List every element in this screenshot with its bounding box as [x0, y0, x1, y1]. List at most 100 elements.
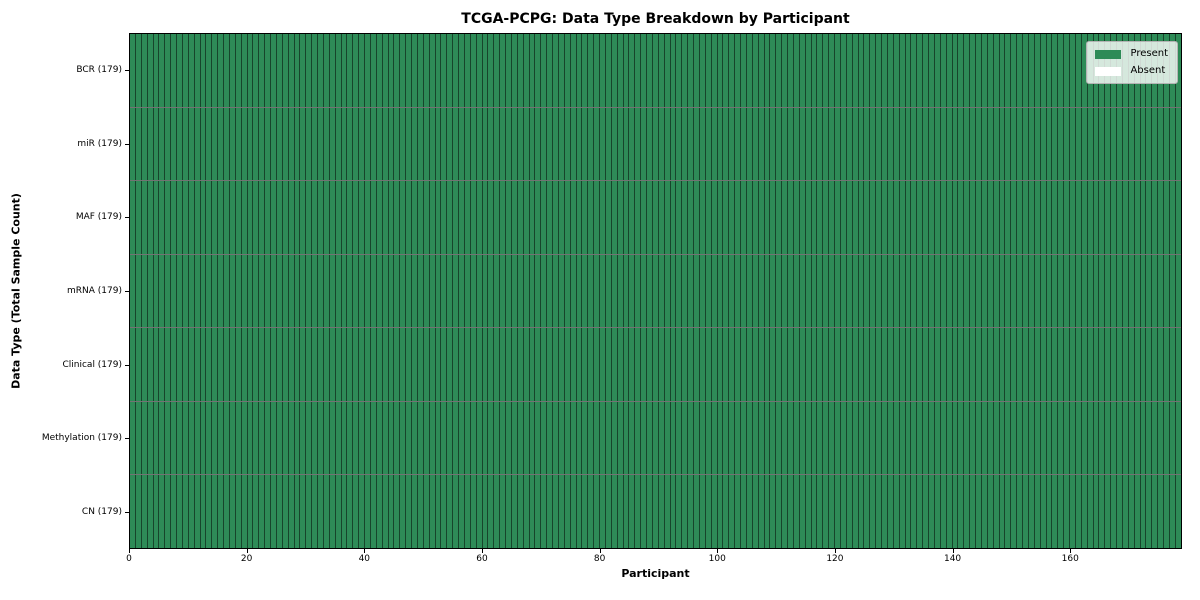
- heatmap-cell: [1010, 328, 1017, 401]
- heatmap-cell: [557, 328, 564, 401]
- heatmap-cell: [634, 107, 641, 181]
- heatmap-cell: [281, 107, 288, 181]
- heatmap-cell: [810, 401, 817, 475]
- heatmap-cell: [781, 34, 787, 107]
- heatmap-cell: [939, 107, 946, 181]
- heatmap-cell: [493, 328, 500, 401]
- heatmap-cell: [916, 34, 923, 107]
- heatmap-cell: [1080, 181, 1087, 254]
- heatmap-cell: [745, 34, 752, 107]
- heatmap-cell: [1116, 107, 1122, 181]
- heatmap-cell: [651, 181, 658, 254]
- heatmap-cell: [822, 401, 829, 475]
- heatmap-cell: [745, 475, 752, 549]
- heatmap-cell: [587, 107, 594, 181]
- heatmap-cell: [158, 401, 165, 475]
- heatmap-cell: [1139, 107, 1146, 181]
- heatmap-cell: [522, 34, 529, 107]
- heatmap-cell: [610, 401, 617, 475]
- heatmap-cell: [399, 181, 406, 254]
- heatmap-cell: [569, 107, 576, 181]
- heatmap-cell: [375, 475, 382, 549]
- heatmap-cell: [787, 475, 793, 549]
- heatmap-cell: [916, 401, 923, 475]
- heatmap-cell: [1139, 254, 1146, 328]
- heatmap-cell: [346, 254, 353, 328]
- heatmap-cell: [516, 181, 523, 254]
- heatmap-cell: [369, 107, 376, 181]
- heatmap-cell: [258, 401, 265, 475]
- heatmap-cell: [428, 475, 435, 549]
- heatmap-cell: [469, 328, 476, 401]
- heatmap-cell: [851, 328, 858, 401]
- heatmap-cell: [164, 107, 171, 181]
- heatmap-cell: [1063, 107, 1069, 181]
- heatmap-cell: [693, 475, 699, 549]
- heatmap-cell: [275, 34, 282, 107]
- heatmap-cell: [475, 107, 482, 181]
- heatmap-cell: [246, 107, 253, 181]
- heatmap-cell: [452, 107, 458, 181]
- heatmap-cell: [1027, 475, 1034, 549]
- heatmap-cell: [234, 401, 241, 475]
- heatmap-cell: [1074, 181, 1081, 254]
- heatmap-cell: [1157, 401, 1163, 475]
- heatmap-cell: [399, 107, 406, 181]
- x-tick-label: 60: [476, 554, 488, 564]
- heatmap-cell: [346, 181, 353, 254]
- heatmap-cell: [857, 181, 864, 254]
- heatmap-cell: [640, 401, 646, 475]
- heatmap-cell: [1127, 107, 1134, 181]
- heatmap-cell: [933, 254, 940, 328]
- heatmap-cell: [1027, 181, 1034, 254]
- heatmap-cell: [604, 181, 611, 254]
- heatmap-cell: [305, 328, 312, 401]
- heatmap-cell: [986, 401, 993, 475]
- heatmap-cell: [317, 328, 323, 401]
- heatmap-cell: [187, 34, 194, 107]
- heatmap-cell: [716, 328, 723, 401]
- heatmap-cell: [728, 328, 735, 401]
- heatmap-cell: [839, 107, 846, 181]
- heatmap-cell: [205, 254, 212, 328]
- heatmap-cell: [1163, 254, 1169, 328]
- y-tick-label: MAF (179): [75, 212, 122, 223]
- heatmap-cell: [910, 181, 917, 254]
- heatmap-cell: [575, 328, 582, 401]
- heatmap-cell: [130, 254, 135, 328]
- heatmap-cell: [557, 401, 564, 475]
- heatmap-cell: [845, 181, 852, 254]
- heatmap-cell: [828, 107, 834, 181]
- heatmap-cell: [628, 475, 635, 549]
- heatmap-cell: [728, 107, 735, 181]
- heatmap-cell: [1133, 107, 1140, 181]
- heatmap-cell: [475, 475, 482, 549]
- heatmap-cell: [975, 34, 981, 107]
- heatmap-cell: [1051, 107, 1058, 181]
- heatmap-cell: [1010, 107, 1017, 181]
- heatmap-cell: [223, 181, 229, 254]
- heatmap-cell: [693, 34, 699, 107]
- heatmap-cell: [716, 34, 723, 107]
- heatmap-cell: [1033, 475, 1040, 549]
- heatmap-cell: [587, 401, 594, 475]
- heatmap-cell: [187, 107, 194, 181]
- heatmap-cell: [264, 34, 270, 107]
- heatmap-cell: [1080, 401, 1087, 475]
- heatmap-cell: [622, 328, 629, 401]
- heatmap-cell: [299, 475, 306, 549]
- heatmap-cell: [663, 34, 670, 107]
- heatmap-cell: [205, 107, 212, 181]
- heatmap-cell: [1033, 181, 1040, 254]
- heatmap-cell: [234, 254, 241, 328]
- heatmap-cell: [563, 328, 570, 401]
- heatmap-cell: [305, 475, 312, 549]
- heatmap-cell: [710, 181, 717, 254]
- heatmap-cell: [1121, 475, 1128, 549]
- heatmap-cell: [557, 254, 564, 328]
- heatmap-cell: [704, 254, 711, 328]
- heatmap-cell: [1016, 34, 1022, 107]
- heatmap-cell: [493, 34, 500, 107]
- heatmap-cell: [575, 401, 582, 475]
- heatmap-cell: [205, 328, 212, 401]
